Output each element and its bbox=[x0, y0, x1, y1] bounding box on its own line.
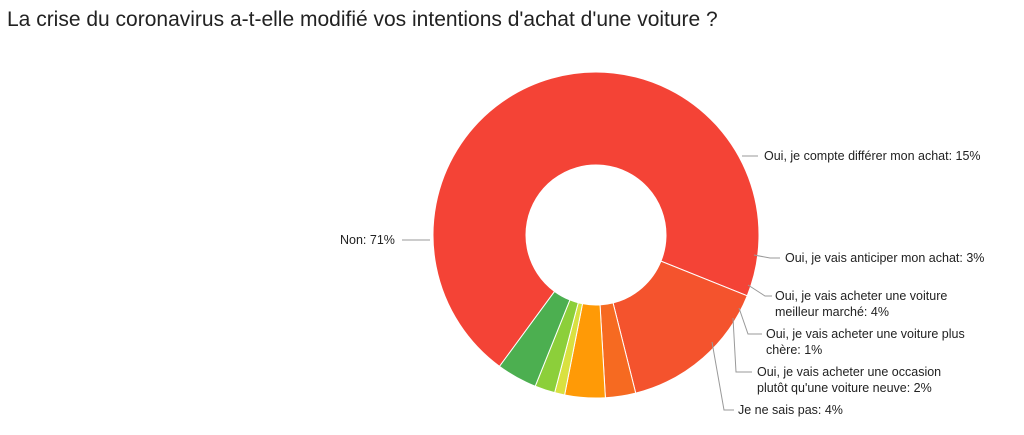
label-connector bbox=[732, 317, 752, 373]
pie-slice[interactable] bbox=[498, 290, 571, 387]
label-connector bbox=[747, 284, 772, 297]
slice-label: Oui, je vais acheter une occasion plutôt … bbox=[757, 365, 941, 395]
pie-slice[interactable] bbox=[432, 71, 760, 368]
label-connector bbox=[753, 254, 780, 259]
slice-label: Je ne sais pas: 4% bbox=[738, 403, 843, 417]
label-connector bbox=[738, 307, 762, 335]
slice-label: Oui, je vais anticiper mon achat: 3% bbox=[785, 251, 984, 265]
labels-group: Non: 71% Oui, je compte différer mon acha… bbox=[340, 149, 984, 417]
slice-label: Oui, je vais acheter une voiture plus chè… bbox=[766, 327, 965, 357]
slices-group bbox=[432, 71, 760, 399]
slice-label: Oui, je compte différer mon achat: 15% bbox=[764, 149, 981, 163]
slice-label: Oui, je vais acheter une voiture meilleur… bbox=[775, 289, 947, 319]
pie-slice[interactable] bbox=[612, 260, 748, 394]
label-connector bbox=[711, 341, 734, 411]
chart-title: La crise du coronavirus a-t-elle modifié… bbox=[7, 8, 718, 31]
slice-label: Non: 71% bbox=[340, 233, 395, 247]
